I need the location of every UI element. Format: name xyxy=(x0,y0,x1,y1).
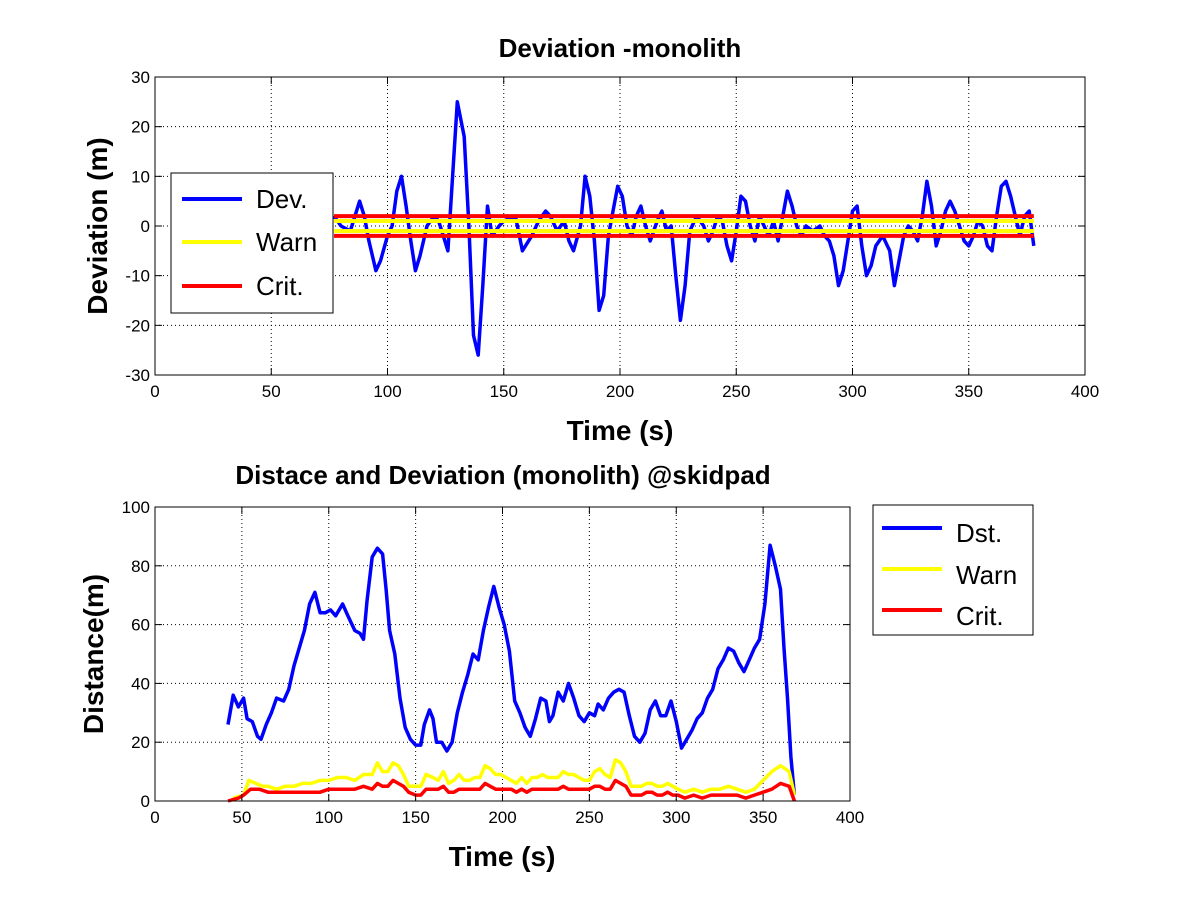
legend-label-crit2: Crit. xyxy=(956,601,1004,631)
y-tick-label: -20 xyxy=(125,316,150,335)
x-tick-label: 100 xyxy=(315,808,343,827)
x-tick-label: 100 xyxy=(373,382,401,401)
distance-plot-xlabel: Time (s) xyxy=(449,841,556,872)
x-tick-label: 50 xyxy=(262,382,281,401)
y-tick-label: 0 xyxy=(141,217,150,236)
x-tick-label: 0 xyxy=(150,382,159,401)
deviation-plot-grid xyxy=(155,77,1085,375)
deviation-plot-legend: Dev. Warn Crit. xyxy=(170,172,334,314)
x-tick-label: 300 xyxy=(662,808,690,827)
deviation-plot-xlabel: Time (s) xyxy=(567,415,674,446)
y-tick-label: 80 xyxy=(131,557,150,576)
x-tick-label: 0 xyxy=(150,808,159,827)
distance-plot-title: Distace and Deviation (monolith) @skidpa… xyxy=(235,460,770,490)
distance-plot-ticks: 0 50 100 150 200 250 300 350 400 0 20 40 60 80 100 xyxy=(122,498,865,827)
y-tick-label: -10 xyxy=(125,267,150,286)
distance-plot-series xyxy=(226,543,797,803)
dev-series-line xyxy=(332,100,1036,357)
distance-plot-grid xyxy=(155,507,850,801)
x-tick-label: 350 xyxy=(749,808,777,827)
legend-label-dev: Dev. xyxy=(256,184,308,214)
x-tick-label: 400 xyxy=(836,808,864,827)
deviation-plot-ylabel: Deviation (m) xyxy=(82,137,113,314)
distance-plot: Distace and Deviation (monolith) @skidpa… xyxy=(78,460,1034,872)
y-tick-label: 0 xyxy=(141,792,150,811)
legend-label-crit: Crit. xyxy=(256,271,304,301)
dst-series-line xyxy=(226,543,797,796)
x-tick-label: 150 xyxy=(490,382,518,401)
distance-plot-legend: Dst. Warn Crit. xyxy=(872,504,1034,636)
warn-series-line xyxy=(232,758,797,800)
legend-label-dst: Dst. xyxy=(956,518,1002,548)
warn-threshold-band xyxy=(334,219,1034,233)
deviation-plot: Deviation -monolith 0 50 100 150 200 250 300 35… xyxy=(82,33,1099,446)
y-tick-label: 30 xyxy=(131,68,150,87)
y-tick-label: 100 xyxy=(122,498,150,517)
y-tick-label: 10 xyxy=(131,167,150,186)
y-tick-label: 20 xyxy=(131,118,150,137)
x-tick-label: 50 xyxy=(232,808,251,827)
crit-threshold-band xyxy=(334,214,1034,238)
x-tick-label: 250 xyxy=(575,808,603,827)
x-tick-label: 250 xyxy=(722,382,750,401)
legend-label-warn: Warn xyxy=(256,227,317,257)
crit-series-line xyxy=(227,778,797,803)
x-tick-label: 200 xyxy=(606,382,634,401)
deviation-plot-ticks: 0 50 100 150 200 250 300 350 400 -30 -20 -10 0 10 20 30 xyxy=(125,68,1099,401)
y-tick-label: 60 xyxy=(131,616,150,635)
deviation-plot-title: Deviation -monolith xyxy=(499,33,742,63)
x-tick-label: 400 xyxy=(1071,382,1099,401)
deviation-plot-series xyxy=(332,100,1036,357)
y-tick-label: -30 xyxy=(125,366,150,385)
x-tick-label: 200 xyxy=(488,808,516,827)
y-tick-label: 20 xyxy=(131,733,150,752)
legend-label-warn2: Warn xyxy=(956,560,1017,590)
distance-plot-ylabel: Distance(m) xyxy=(78,574,109,734)
x-tick-label: 350 xyxy=(955,382,983,401)
y-tick-label: 40 xyxy=(131,674,150,693)
x-tick-label: 150 xyxy=(401,808,429,827)
x-tick-label: 300 xyxy=(838,382,866,401)
